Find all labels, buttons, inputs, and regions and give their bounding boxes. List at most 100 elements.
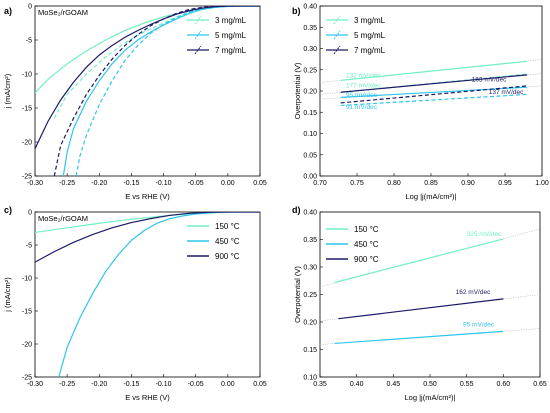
y-tick-label: -10 (22, 72, 32, 79)
legend-swatch-fit (333, 15, 341, 25)
legend: 3 mg/mL 5 mg/mL 7 mg/mL (326, 15, 386, 55)
y-tick-label: 0.20 (303, 320, 317, 327)
x-tick-label: -0.30 (27, 180, 43, 187)
plot-data (35, 212, 260, 377)
plot-data (35, 6, 260, 176)
slope-annotation: 163 mV/dec (472, 77, 507, 84)
legend: 150 °C 450 °C 900 °C (326, 225, 379, 264)
panel-label: b) (292, 6, 301, 16)
slope-annotation: 91 mV/dec (346, 104, 378, 111)
legend-label: 5 mg/mL (354, 31, 386, 40)
slope-annotation: 132 mV/dec (346, 72, 381, 79)
series-line (338, 298, 504, 320)
slope-annotation: 95 mV/dec (346, 92, 378, 99)
x-tick-label: 0.95 (498, 180, 512, 187)
y-tick-label: 0.25 (303, 292, 317, 299)
legend-label: 3 mg/mL (215, 16, 247, 25)
y-tick-label: 0.00 (303, 174, 317, 181)
x-tick-label: -0.25 (59, 180, 75, 187)
panel-label: a) (4, 6, 12, 16)
x-tick-label: -0.25 (59, 381, 75, 388)
panel-label: c) (4, 205, 12, 215)
legend: 150 °C 450 °C 900 °C (187, 222, 240, 261)
x-tick-label: 0.85 (424, 180, 438, 187)
y-tick-label: 0.25 (303, 67, 317, 74)
x-tick-label: 0.00 (221, 381, 235, 388)
x-tick-label: 0.00 (221, 180, 235, 187)
legend: 3 mg/mL 5 mg/mL 7 mg/mL (187, 15, 247, 55)
legend-swatch-fit (333, 45, 341, 55)
y-axis-label: Overpotential (V) (293, 62, 302, 119)
legend-label: 7 mg/mL (354, 46, 386, 55)
plot-frame (34, 5, 261, 177)
y-tick-label: 0.15 (303, 110, 317, 117)
y-tick-label: 0 (28, 4, 32, 11)
y-tick-label: 0 (28, 210, 32, 217)
x-tick-label: 0.80 (387, 180, 401, 187)
y-tick-label: 0.40 (303, 4, 317, 11)
slope-annotation: 177 mV/dec (346, 83, 381, 90)
legend-swatch-fit (194, 15, 202, 25)
panel-label: d) (292, 205, 301, 215)
panel-b: b) 0.70 0.75 0.80 0.85 0.90 0.95 1.00 0.00 0.05 0.… (292, 4, 549, 202)
series-line (334, 238, 504, 283)
legend-label: 7 mg/mL (215, 46, 247, 55)
x-tick-label: -0.10 (156, 381, 172, 388)
series-line (35, 6, 260, 150)
legend-label: 150 °C (354, 225, 379, 234)
series-line (334, 330, 504, 345)
series-line (35, 212, 260, 263)
legend-label: 5 mg/mL (215, 31, 247, 40)
series-line (340, 74, 528, 93)
x-tick-label: -0.30 (27, 381, 43, 388)
series-line (340, 60, 528, 81)
y-tick-label: -10 (22, 276, 32, 283)
x-axis-label: E vs RHE (V) (125, 192, 170, 201)
y-tick-label: 0.15 (303, 347, 317, 354)
plot-frame (34, 211, 261, 378)
slope-annotation: 95 mV/dec (463, 321, 495, 328)
legend-label: 900 °C (354, 255, 379, 264)
x-tick-label: -0.15 (123, 381, 139, 388)
panel-d: d) 0.35 0.40 0.45 0.50 0.55 0.60 0.65 0.10 0.15 0.… (292, 205, 547, 402)
y-tick-label: 0.10 (303, 375, 317, 382)
y-tick-label: 0.05 (303, 152, 317, 159)
x-tick-label: 1.00 (535, 180, 549, 187)
x-tick-label: 0.40 (350, 381, 364, 388)
x-tick-label: 0.45 (387, 381, 401, 388)
legend-label: 900 °C (215, 252, 240, 261)
slope-annotation: 162 mV/dec (456, 289, 491, 296)
y-tick-label: -15 (22, 106, 32, 113)
x-tick-label: -0.10 (156, 180, 172, 187)
y-tick-label: -5 (26, 38, 32, 45)
y-tick-label: 0.30 (303, 46, 317, 53)
y-tick-label: -20 (22, 342, 32, 349)
series-line (340, 93, 528, 107)
series-line (53, 6, 260, 176)
series-line (53, 6, 260, 119)
x-tick-label: 0.05 (253, 180, 267, 187)
x-tick-label: 0.60 (497, 381, 511, 388)
y-tick-label: -5 (26, 243, 32, 250)
y-tick-label: -20 (22, 140, 32, 147)
y-tick-label: 0.35 (303, 25, 317, 32)
x-tick-label: 0.05 (253, 381, 267, 388)
y-tick-label: 0.20 (303, 89, 317, 96)
y-tick-label: -25 (22, 174, 32, 181)
legend-label: 450 °C (354, 240, 379, 249)
legend-label: 3 mg/mL (354, 16, 386, 25)
y-tick-label: 0.40 (303, 210, 317, 217)
legend-swatch-fit (194, 30, 202, 40)
panel-a: a) -0.30 -0.25 -0.20 -0.15 -0.10 -0.05 0.00 0.05… (3, 4, 267, 202)
x-tick-label: 0.70 (313, 180, 327, 187)
series-line (340, 85, 528, 104)
y-tick-label: 0.10 (303, 131, 317, 138)
legend-swatch-fit (194, 45, 202, 55)
slope-annotation: 137 mV/dec (489, 89, 524, 96)
y-tick-label: 0.30 (303, 265, 317, 272)
sample-label: MoSe₂/rGOAM (38, 214, 88, 223)
plot-data (320, 59, 542, 107)
x-tick-label: 0.75 (350, 180, 364, 187)
plot-data (320, 228, 540, 345)
